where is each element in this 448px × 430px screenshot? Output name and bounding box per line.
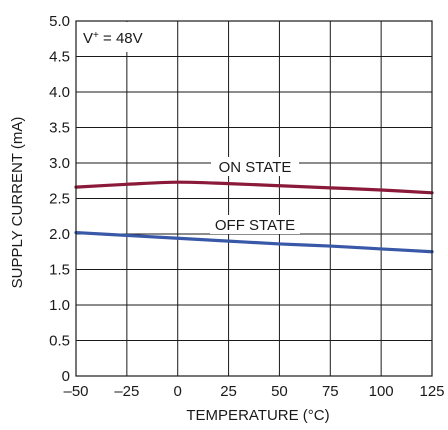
x-tick-label: –25 xyxy=(114,383,139,400)
y-tick-label: 2.0 xyxy=(49,226,70,243)
annotation-rest: = 48V xyxy=(99,30,143,47)
x-tick-label: 25 xyxy=(220,383,237,400)
x-tick-label: 0 xyxy=(174,383,182,400)
x-tick-label: 100 xyxy=(369,383,394,400)
y-tick-label: 4.0 xyxy=(49,84,70,101)
series-label-off-state: OFF STATE xyxy=(215,217,295,234)
tick-labels: –50 –25 0 25 50 75 100 125 0 0.5 1.0 1.5 2.0 2.5 3.0 3.… xyxy=(49,13,444,400)
y-tick-label: 0 xyxy=(62,368,70,385)
grid xyxy=(76,21,432,376)
y-tick-label: 1.0 xyxy=(49,297,70,314)
x-axis-title: TEMPERATURE (°C) xyxy=(186,407,329,424)
series-label-group-on: ON STATE xyxy=(211,157,299,176)
series-label-group-off: OFF STATE xyxy=(210,215,300,234)
y-tick-label: 0.5 xyxy=(49,333,70,350)
y-tick-label: 5.0 xyxy=(49,13,70,30)
y-tick-label: 2.5 xyxy=(49,191,70,208)
y-tick-label: 3.0 xyxy=(49,155,70,172)
annotation-superscript: + xyxy=(93,30,99,41)
x-tick-label: –50 xyxy=(63,383,88,400)
supply-voltage-annotation: V+ = 48V xyxy=(77,22,177,52)
y-tick-label: 4.5 xyxy=(49,49,70,66)
series-lines xyxy=(74,180,434,254)
annotation-main: V xyxy=(83,30,93,47)
series-line-off-state xyxy=(74,230,434,254)
supply-voltage-label: V+ = 48V xyxy=(83,30,143,48)
series-line-on-state xyxy=(74,180,434,195)
x-tick-label: 125 xyxy=(419,383,444,400)
y-tick-label: 3.5 xyxy=(49,120,70,137)
plot-frame xyxy=(75,20,433,377)
series-label-on-state: ON STATE xyxy=(219,159,292,176)
y-axis-title: SUPPLY CURRENT (mA) xyxy=(9,117,26,289)
x-tick-label: 50 xyxy=(271,383,288,400)
x-tick-label: 75 xyxy=(322,383,339,400)
y-tick-label: 1.5 xyxy=(49,262,70,279)
